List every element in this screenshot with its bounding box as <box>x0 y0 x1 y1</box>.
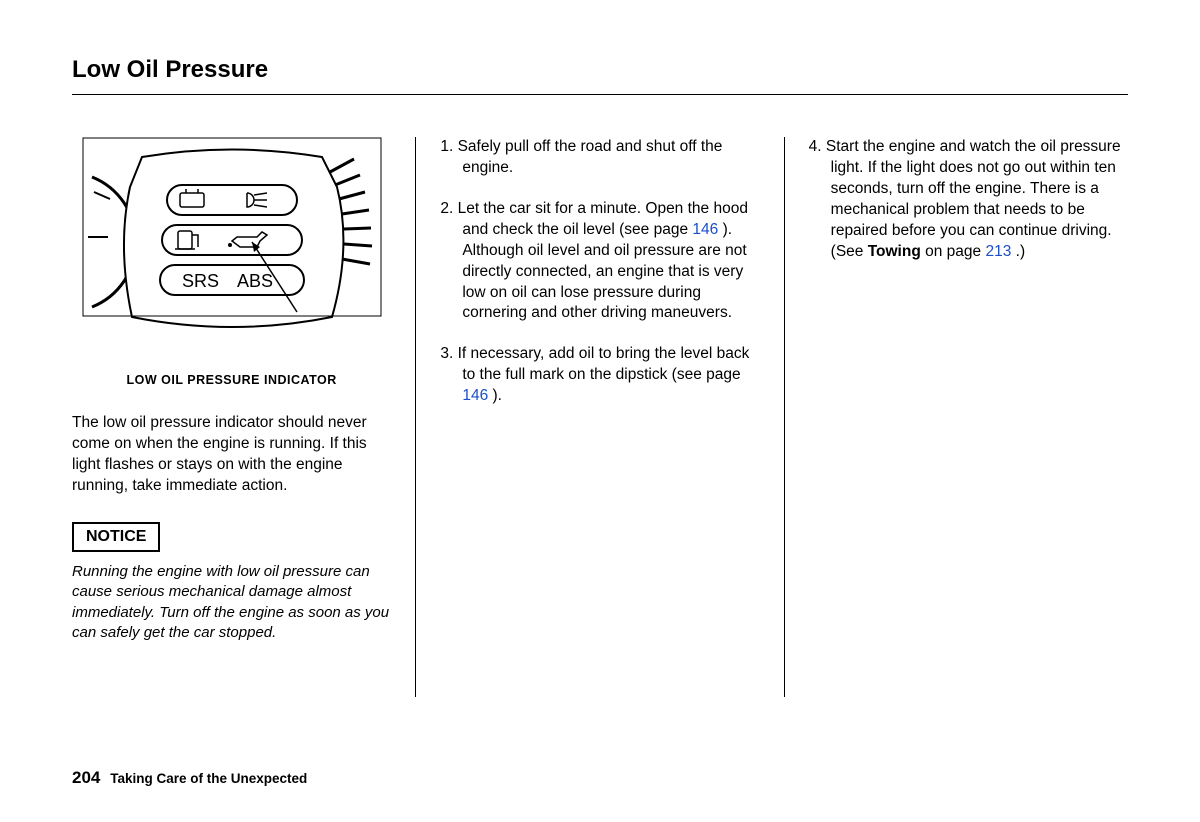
page-number: 204 <box>72 768 100 787</box>
column-2: Safely pull off the road and shut off th… <box>420 137 779 697</box>
page-ref-146a[interactable]: 146 <box>692 221 718 238</box>
steps-list-col2: Safely pull off the road and shut off th… <box>440 137 759 407</box>
notice-label: NOTICE <box>72 522 160 552</box>
notice-text: Running the engine with low oil pressure… <box>72 562 391 643</box>
column-divider-1 <box>415 137 416 697</box>
steps-list-col3: Start the engine and watch the oil press… <box>809 137 1128 263</box>
step4-text-a: Start the engine and watch the oil press… <box>826 138 1121 260</box>
step3-text-b: ). <box>488 387 502 404</box>
page-ref-213[interactable]: 213 <box>985 243 1011 260</box>
step4-text-c: .) <box>1011 243 1025 260</box>
page-title: Low Oil Pressure <box>72 56 1128 95</box>
section-name: Taking Care of the Unexpected <box>110 771 307 786</box>
intro-paragraph: The low oil pressure indicator should ne… <box>72 413 391 497</box>
column-3: Start the engine and watch the oil press… <box>789 137 1128 697</box>
page-ref-146b[interactable]: 146 <box>462 387 488 404</box>
step-3: If necessary, add oil to bring the level… <box>440 344 759 407</box>
dashboard-diagram: SRS ABS <box>72 137 391 364</box>
towing-bold: Towing <box>868 243 921 260</box>
diagram-caption: LOW OIL PRESSURE INDICATOR <box>72 372 391 389</box>
step3-text-a: If necessary, add oil to bring the level… <box>458 345 750 383</box>
abs-label: ABS <box>237 271 273 291</box>
step4-text-b: on page <box>921 243 986 260</box>
srs-label: SRS <box>182 271 219 291</box>
step-1: Safely pull off the road and shut off th… <box>440 137 759 179</box>
indicator-illustration: SRS ABS <box>82 137 382 357</box>
column-1: SRS ABS LOW OIL PRESSURE INDICATOR The l… <box>72 137 411 697</box>
column-divider-2 <box>784 137 785 697</box>
content-columns: SRS ABS LOW OIL PRESSURE INDICATOR The l… <box>72 137 1128 697</box>
step-4: Start the engine and watch the oil press… <box>809 137 1128 263</box>
page-footer: 204 Taking Care of the Unexpected <box>72 768 307 788</box>
step-2: Let the car sit for a minute. Open the h… <box>440 199 759 325</box>
